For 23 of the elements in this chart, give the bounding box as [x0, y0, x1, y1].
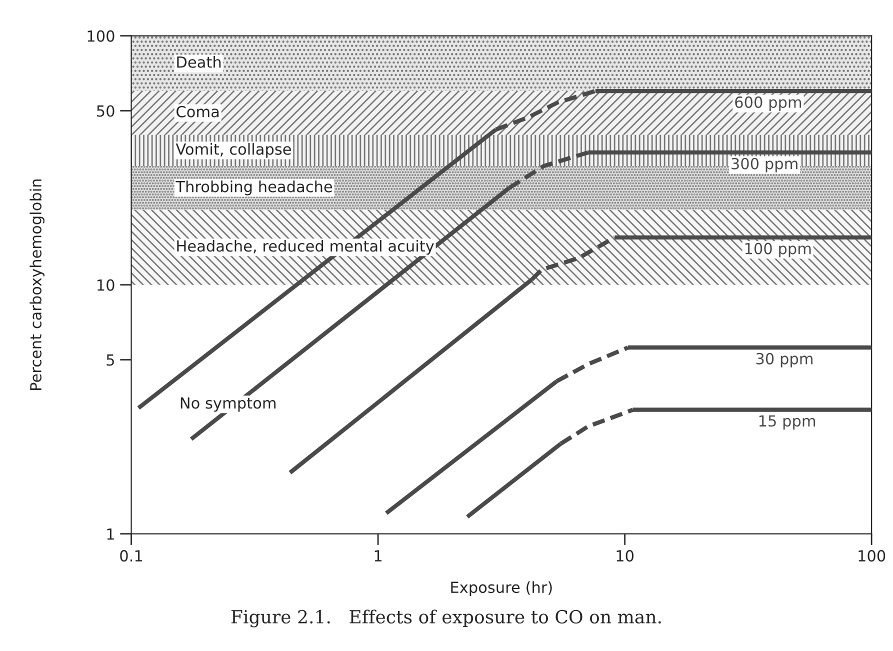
x-tick-label: 10 — [616, 550, 634, 562]
y-tick-label: 5 — [106, 354, 114, 366]
x-tick-label: 1 — [374, 550, 382, 562]
y-tick-label: 10 — [98, 279, 114, 291]
y-tick-label: 100 — [88, 30, 114, 42]
band-label: Death — [177, 56, 221, 68]
x-tick-label: 100 — [858, 550, 886, 562]
series-label: 100 ppm — [745, 242, 811, 258]
caption: Figure 2.1. Effects of exposure to CO on man. — [231, 610, 661, 628]
y-tick-label: 1 — [107, 528, 114, 540]
y-axis-title: Percent carboxyhemoglobin — [30, 179, 44, 390]
band-label: Vomit, collapse — [176, 143, 291, 158]
x-tick-label: 0.1 — [120, 550, 142, 562]
band-label: Coma — [176, 106, 219, 118]
band-label: Headache, reduced mental acuity — [177, 240, 434, 255]
band-label: Throbbing headache — [176, 180, 332, 196]
series-label: 30 ppm — [756, 352, 812, 368]
series-label: 15 ppm — [759, 415, 816, 430]
x-axis-title: Exposure (hr) — [451, 581, 552, 596]
series-label: 300 ppm — [732, 158, 798, 172]
y-tick-label: 50 — [97, 105, 114, 117]
series-label: 600 ppm — [735, 96, 802, 111]
annotation: No symptom — [180, 397, 276, 412]
